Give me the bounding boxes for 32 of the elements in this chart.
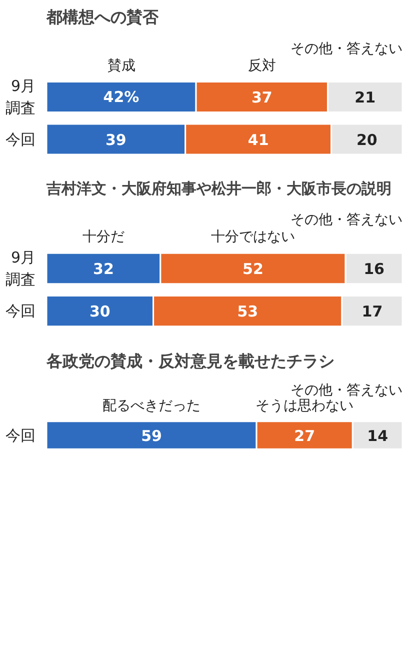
data-label: 32: [93, 260, 114, 278]
series-label: その他・答えない: [290, 382, 402, 399]
data-label: 59: [141, 426, 162, 445]
series-label: 反対: [248, 58, 276, 74]
series-label: 十分だ: [82, 229, 124, 246]
chart-title: 各政党の賛成・反対意見を載せたチラシ: [46, 352, 334, 370]
data-label: 42%: [103, 88, 140, 106]
series-label: その他・答えない: [290, 40, 402, 57]
data-label: 52: [242, 260, 264, 278]
series-label: そうは思わない: [256, 398, 354, 414]
data-label: 17: [362, 302, 383, 321]
data-label: 30: [89, 302, 110, 321]
data-label: 53: [237, 302, 258, 321]
chart-title: 吉村洋文・大阪府知事や松井一郎・大阪市長の説明: [46, 180, 392, 198]
data-label: 41: [248, 130, 269, 149]
data-label: 14: [367, 426, 388, 445]
series-label: 配るべきだった: [102, 398, 201, 414]
data-label: 16: [364, 260, 384, 278]
data-label: 37: [251, 88, 272, 106]
data-label: 21: [354, 88, 376, 106]
data-label: 27: [294, 426, 316, 445]
data-label: 20: [356, 130, 378, 149]
y-tick-label: 今回: [6, 130, 36, 148]
y-tick-label: 今回: [6, 302, 36, 320]
chart-title: 都構想への賛否: [46, 8, 160, 26]
series-label: 十分ではない: [210, 229, 295, 246]
y-tick-label: 9月調査: [6, 248, 36, 288]
y-tick-label: 9月調査: [6, 77, 36, 117]
data-label: 39: [105, 130, 126, 149]
y-tick-label: 今回: [6, 426, 36, 444]
series-label: 賛成: [107, 58, 136, 74]
series-label: その他・答えない: [290, 212, 402, 228]
